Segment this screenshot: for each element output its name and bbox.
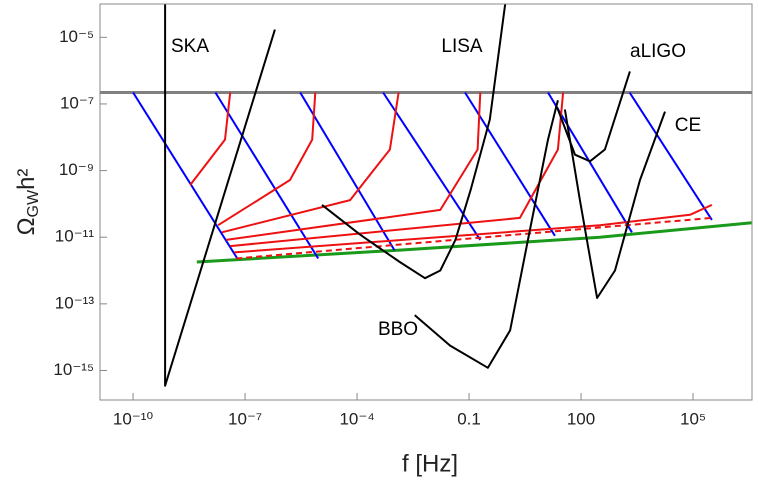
curve: [214, 91, 320, 260]
y-title-text: h²: [13, 169, 40, 190]
x-tick-label: 10⁵: [680, 409, 706, 428]
curve: [217, 92, 317, 227]
curve: [556, 71, 631, 163]
curve: [414, 99, 559, 369]
plot-area: [100, 4, 752, 387]
y-title-symbol: Ω: [13, 217, 40, 235]
curve: [196, 221, 752, 264]
x-tick-label: 0.1: [457, 409, 481, 428]
x-tick-label: 100: [567, 409, 595, 428]
y-tick-label: 10⁻⁵: [59, 27, 94, 46]
curve: [189, 92, 232, 186]
x-tick-label: 10⁻¹⁰: [113, 409, 154, 428]
y-title-subscript: GW: [25, 189, 42, 217]
curve-label: CE: [675, 115, 701, 136]
curve-label: BBO: [378, 319, 418, 340]
y-tick-label: 10⁻¹³: [55, 293, 95, 312]
curve: [132, 91, 239, 260]
curve: [225, 92, 482, 241]
x-axis-title: f [Hz]: [402, 450, 458, 477]
y-tick-label: 10⁻¹¹: [55, 227, 95, 246]
curve: [563, 109, 666, 299]
x-tick-label: 10⁻⁷: [228, 409, 262, 428]
curve-label: aLIGO: [630, 41, 686, 62]
curve: [382, 91, 482, 241]
curve: [547, 91, 633, 233]
curve: [321, 4, 507, 280]
curve: [164, 4, 276, 387]
plot-frame: [99, 3, 753, 401]
curve-label: LISA: [441, 36, 483, 57]
curve-label: SKA: [171, 36, 209, 57]
curve: [234, 203, 713, 254]
y-tick-label: 10⁻⁹: [59, 160, 94, 179]
y-tick-label: 10⁻¹⁵: [53, 360, 94, 379]
curve: [628, 91, 713, 221]
y-tick-label: 10⁻⁷: [60, 93, 94, 112]
curve: [221, 92, 400, 234]
y-axis-title: ΩGWh²: [13, 169, 42, 236]
curve: [299, 91, 396, 251]
x-tick-label: 10⁻⁴: [339, 409, 374, 428]
